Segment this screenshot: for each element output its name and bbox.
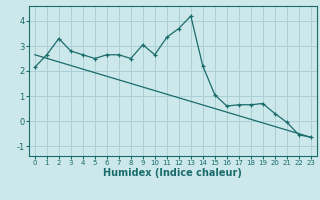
X-axis label: Humidex (Indice chaleur): Humidex (Indice chaleur) bbox=[103, 168, 242, 178]
